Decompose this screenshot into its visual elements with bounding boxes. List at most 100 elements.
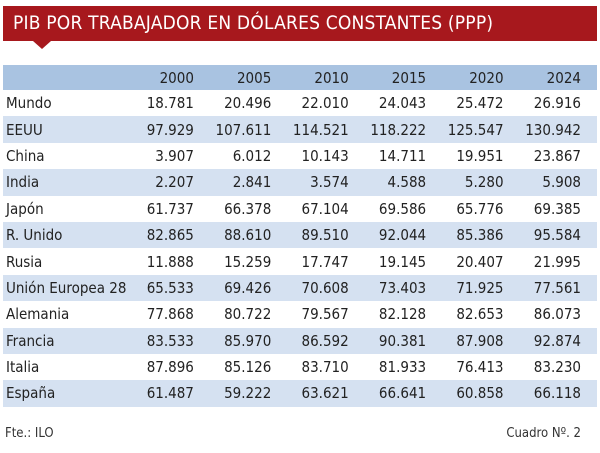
column-header: 2000 <box>159 68 194 87</box>
table-cell: 11.888 <box>146 252 194 271</box>
row-label: Japón <box>6 199 44 218</box>
row-label: EEUU <box>6 120 43 139</box>
table-row: Mundo 18.781 20.496 22.010 24.043 25.472 26.91… <box>3 90 597 116</box>
table-cell: 24.043 <box>378 94 427 113</box>
table-cell: 65.776 <box>456 199 504 218</box>
table-cell: 92.874 <box>533 331 581 350</box>
table-cell: 69.586 <box>378 199 427 218</box>
table-cell: 10.143 <box>301 146 349 165</box>
table-cell: 77.561 <box>533 278 581 297</box>
table-cell: 130.942 <box>525 120 581 139</box>
table-cell: 90.381 <box>378 331 427 350</box>
table-cell: 59.222 <box>224 384 272 403</box>
header-row: 2000 2005 2010 2015 2020 2024 <box>3 65 597 90</box>
column-header: 2015 <box>391 68 427 87</box>
row-label: China <box>6 146 45 165</box>
table-cell: 2.841 <box>232 173 272 192</box>
row-label: España <box>6 384 56 403</box>
table-row: España 61.487 59.222 63.621 66.641 60.858 66.1… <box>3 380 597 407</box>
table-cell: 83.533 <box>146 331 194 350</box>
table-cell: 15.259 <box>224 252 272 271</box>
header-blank <box>3 65 144 90</box>
table-cell: 3.907 <box>155 146 194 165</box>
table-cell: 63.621 <box>301 384 349 403</box>
table-cell: 85.126 <box>224 358 272 377</box>
table-cell: 83.710 <box>301 358 349 377</box>
column-header: 2010 <box>314 68 349 87</box>
figure-label: Cuadro Nº. 2 <box>506 426 581 441</box>
table-cell: 86.592 <box>301 331 349 350</box>
table-cell: 114.521 <box>292 120 349 139</box>
table-cell: 18.781 <box>146 94 194 113</box>
table-cell: 82.653 <box>456 305 504 324</box>
row-label: R. Unido <box>6 226 63 245</box>
table-cell: 80.722 <box>224 305 272 324</box>
table-row: China 3.907 6.012 10.143 14.711 19.951 23.867 <box>3 143 597 169</box>
table-cell: 17.747 <box>301 252 349 271</box>
table-row: Japón 61.737 66.378 67.104 69.586 65.776 69.38… <box>3 196 597 222</box>
table-cell: 70.608 <box>301 278 349 297</box>
table-cell: 95.584 <box>533 226 581 245</box>
table-row: Francia 83.533 85.970 86.592 90.381 87.908 92.… <box>3 327 597 354</box>
table-cell: 83.230 <box>533 358 581 377</box>
table-cell: 86.073 <box>533 305 581 324</box>
table-row: Italia 87.896 85.126 83.710 81.933 76.413 83.2… <box>3 354 597 380</box>
table-cell: 61.737 <box>146 199 194 218</box>
table-cell: 20.496 <box>224 94 272 113</box>
table-cell: 87.896 <box>146 358 194 377</box>
table-cell: 76.413 <box>456 358 504 377</box>
table-cell: 25.472 <box>456 94 504 113</box>
row-label: Francia <box>6 331 55 350</box>
table-title: PIB POR TRABAJADOR EN DÓLARES CONSTANTES… <box>3 6 597 41</box>
row-label: Unión Europea 28 <box>6 278 127 297</box>
table-cell: 89.510 <box>301 226 349 245</box>
table-cell: 85.970 <box>224 331 272 350</box>
table-cell: 92.044 <box>378 226 427 245</box>
table-row: Alemania 77.868 80.722 79.567 82.128 82.653 86… <box>3 301 597 327</box>
table-cell: 67.104 <box>301 199 349 218</box>
table-cell: 69.426 <box>224 278 272 297</box>
data-table: 2000 2005 2010 2015 2020 2024 Mundo 18.781 20.4… <box>3 65 597 407</box>
table-cell: 14.711 <box>378 146 427 165</box>
row-label: Alemania <box>6 305 70 324</box>
table-cell: 81.933 <box>378 358 427 377</box>
table-cell: 26.916 <box>533 94 581 113</box>
table-cell: 73.403 <box>378 278 427 297</box>
table-row: R. Unido 82.865 88.610 89.510 92.044 85.386 95… <box>3 221 597 249</box>
table-cell: 77.868 <box>146 305 194 324</box>
source-note: Fte.: ILO <box>5 426 54 441</box>
row-label: Italia <box>6 358 40 377</box>
row-label: India <box>6 173 40 192</box>
table-cell: 97.929 <box>146 120 194 139</box>
column-header: 2020 <box>469 68 504 87</box>
table-cell: 66.378 <box>224 199 272 218</box>
table-cell: 125.547 <box>447 120 504 139</box>
table-cell: 4.588 <box>387 173 427 192</box>
table-row: Rusia 11.888 15.259 17.747 19.145 20.407 21.99… <box>3 248 597 274</box>
table-cell: 71.925 <box>456 278 504 297</box>
table-cell: 87.908 <box>456 331 504 350</box>
table-cell: 88.610 <box>224 226 272 245</box>
table-row: Unión Europea 28 65.533 69.426 70.608 73.403… <box>3 274 597 302</box>
column-header: 2005 <box>236 68 272 87</box>
table-cell: 69.385 <box>533 199 581 218</box>
table-cell: 66.118 <box>533 384 581 403</box>
table-cell: 22.010 <box>301 94 349 113</box>
table-cell: 23.867 <box>533 146 581 165</box>
table-cell: 85.386 <box>456 226 504 245</box>
table-row: India 2.207 2.841 3.574 4.588 5.280 5.908 <box>3 169 597 196</box>
table-cell: 82.865 <box>146 226 194 245</box>
banner-pointer <box>33 41 51 49</box>
table-cell: 19.145 <box>378 252 427 271</box>
table-cell: 20.407 <box>456 252 504 271</box>
table-cell: 82.128 <box>378 305 427 324</box>
table-cell: 107.611 <box>215 120 272 139</box>
table-cell: 60.858 <box>456 384 504 403</box>
table-cell: 2.207 <box>155 173 194 192</box>
table-cell: 5.908 <box>542 173 581 192</box>
column-header: 2024 <box>546 68 581 87</box>
table-row: EEUU 97.929 107.611 114.521 118.222 125.547 13… <box>3 116 597 143</box>
table-cell: 5.280 <box>464 173 504 192</box>
table-cell: 19.951 <box>456 146 504 165</box>
row-label: Rusia <box>6 252 43 271</box>
